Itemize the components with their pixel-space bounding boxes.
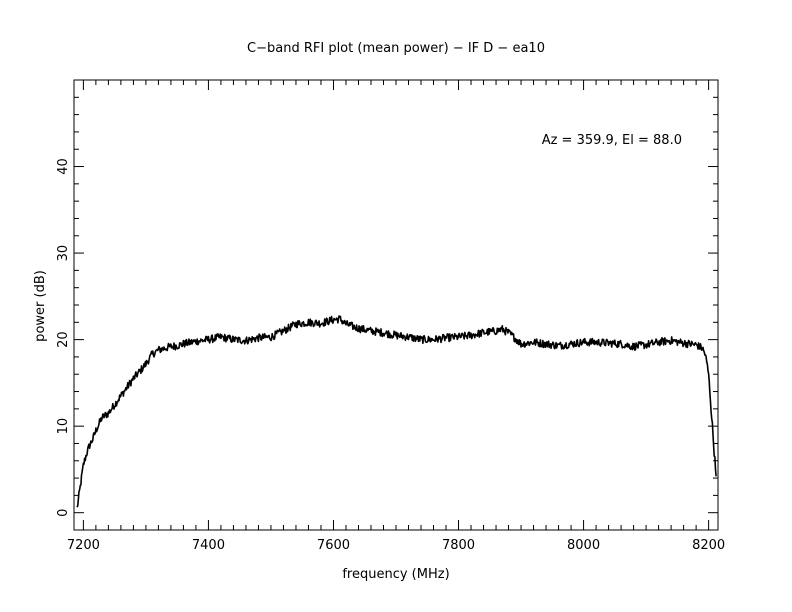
x-tick-label: 8200 xyxy=(692,538,725,553)
x-tick-label: 7400 xyxy=(192,538,225,553)
plot-frame xyxy=(73,79,719,531)
y-tick-label: 30 xyxy=(56,245,71,262)
y-tick-labels: 0 10 20 30 40 xyxy=(56,158,71,517)
axis-ticks xyxy=(74,80,718,530)
chart-title: C−band RFI plot (mean power) − IF D − ea… xyxy=(247,41,545,56)
y-tick-label: 40 xyxy=(56,158,71,175)
x-axis-label: frequency (MHz) xyxy=(342,567,449,582)
x-tick-label: 7600 xyxy=(317,538,350,553)
y-tick-label: 10 xyxy=(56,418,71,435)
power-series-line xyxy=(76,315,717,508)
y-axis-label: power (dB) xyxy=(33,270,48,342)
x-tick-label: 7800 xyxy=(442,538,475,553)
y-tick-label: 20 xyxy=(56,331,71,348)
az-el-annotation: Az = 359.9, El = 88.0 xyxy=(542,133,682,148)
x-tick-labels: 7200 7400 7600 7800 8000 8200 xyxy=(67,538,725,553)
x-tick-label: 8000 xyxy=(567,538,600,553)
x-tick-label: 7200 xyxy=(67,538,100,553)
y-tick-label: 0 xyxy=(56,509,71,517)
